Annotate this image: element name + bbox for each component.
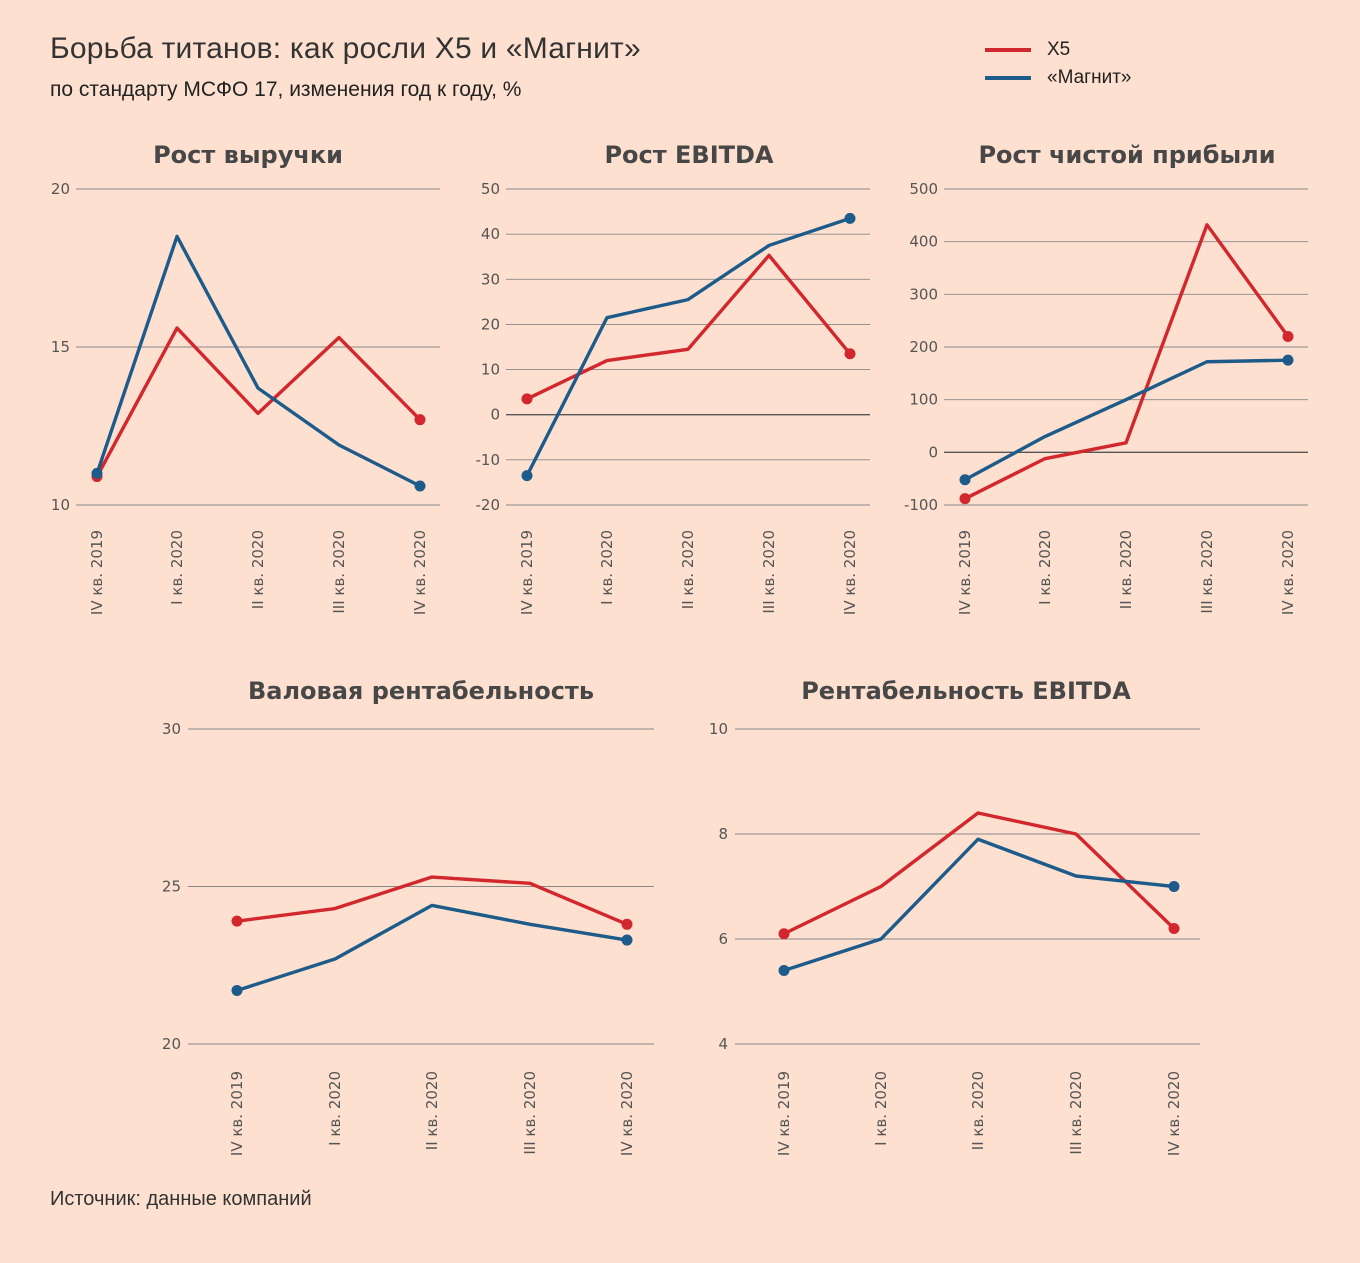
chart-2-series-magnit-point — [1282, 354, 1294, 366]
chart-1-series-x5-point — [521, 393, 533, 405]
chart-2-ytick-label: 400 — [909, 233, 938, 251]
chart-1-ytick-label: 0 — [490, 406, 500, 424]
chart-0-ytick-label: 15 — [51, 338, 70, 356]
chart-2-series-x5-point — [1282, 330, 1294, 342]
chart-2-xtick-label: IV кв. 2019 — [956, 530, 974, 615]
chart-3-xtick-label: III кв. 2020 — [521, 1071, 539, 1155]
chart-3-series-magnit-point — [621, 934, 633, 946]
chart-0-xtick-label: I кв. 2020 — [168, 530, 186, 605]
legend-label-x5: X5 — [1047, 39, 1071, 60]
chart-1-series-magnit-line — [525, 216, 851, 477]
chart-1-ytick-label: 20 — [481, 315, 500, 333]
chart-0-ytick-label: 10 — [51, 496, 70, 514]
chart-3-xtick-label: I кв. 2020 — [326, 1071, 344, 1146]
chart-2-ytick-label: 300 — [909, 285, 938, 303]
chart-4-series-magnit-point — [778, 965, 790, 976]
chart-0-ytick-label: 20 — [51, 180, 70, 198]
chart-0-xtick-label: IV кв. 2020 — [411, 530, 429, 615]
chart-0-title: Рост выручки — [153, 141, 343, 169]
chart-3-series-magnit-point — [231, 984, 243, 996]
chart-4-title: Рентабельность EBITDA — [801, 677, 1131, 705]
chart-3-xtick-label: II кв. 2020 — [423, 1071, 441, 1150]
chart-2-ytick-label: 500 — [909, 180, 938, 198]
chart-2-series-magnit-line — [964, 358, 1289, 482]
chart-3-series-x5-line — [236, 875, 628, 926]
legend-item-x5: X5 — [985, 36, 1131, 64]
chart-2-series-x5-point — [959, 493, 971, 505]
chart-4-xtick-label: IV кв. 2020 — [1165, 1071, 1183, 1156]
chart-2-ytick-label: -100 — [904, 496, 938, 514]
chart-0-series-magnit-line — [95, 234, 421, 488]
chart-4-series-x5-line — [783, 811, 1176, 936]
chart-4-ytick-label: 6 — [718, 930, 728, 948]
chart-2-series-magnit-point — [959, 474, 971, 486]
chart-1-series-x5-point — [844, 348, 856, 360]
chart-1-xtick-label: II кв. 2020 — [679, 530, 697, 609]
legend-label-magnit: «Магнит» — [1047, 67, 1132, 88]
chart-1-ytick-label: 10 — [481, 361, 500, 379]
chart-3-ytick-label: 20 — [162, 1035, 181, 1053]
chart-4-series-magnit-line — [783, 837, 1175, 973]
chart-3-series-magnit-line — [236, 903, 628, 993]
chart-3-xtick-label: IV кв. 2019 — [228, 1071, 246, 1156]
chart-3-title: Валовая рентабельность — [248, 677, 594, 705]
chart-3-series-x5-point — [231, 915, 243, 927]
chart-0-series-magnit-point — [414, 480, 426, 492]
chart-2-series-x5-line — [964, 223, 1290, 501]
chart-4-xtick-label: IV кв. 2019 — [775, 1071, 793, 1156]
chart-1-series-magnit-point — [844, 212, 856, 224]
chart-0-series-x5-point — [414, 414, 426, 426]
chart-2-xtick-label: I кв. 2020 — [1036, 530, 1054, 605]
chart-4-ytick-label: 8 — [718, 825, 728, 843]
chart-2-ytick-label: 200 — [909, 338, 938, 356]
chart-1-xtick-label: IV кв. 2019 — [518, 530, 536, 615]
chart-4-xtick-label: II кв. 2020 — [969, 1071, 987, 1150]
chart-4-series-magnit-point — [1168, 881, 1180, 892]
chart-1-ytick-label: 50 — [481, 180, 500, 198]
chart-1-xtick-label: IV кв. 2020 — [841, 530, 859, 615]
chart-0-series-magnit-point — [91, 467, 103, 479]
legend-swatch-x5 — [985, 48, 1031, 52]
chart-1-xtick-label: I кв. 2020 — [598, 530, 616, 605]
chart-4-ytick-label: 10 — [709, 720, 728, 738]
chart-4-xtick-label: III кв. 2020 — [1067, 1071, 1085, 1155]
legend-swatch-magnit — [985, 76, 1031, 80]
chart-2-title: Рост чистой прибыли — [978, 141, 1275, 169]
chart-1-ytick-label: -20 — [476, 496, 501, 514]
chart-1-ytick-label: 30 — [481, 270, 500, 288]
chart-4-xtick-label: I кв. 2020 — [872, 1071, 890, 1146]
chart-2-xtick-label: II кв. 2020 — [1117, 530, 1135, 609]
chart-1-ytick-label: -10 — [476, 451, 501, 469]
chart-4-ytick-label: 4 — [718, 1035, 728, 1053]
page-subtitle: по стандарту МСФО 17, изменения год к го… — [50, 78, 522, 101]
chart-1-series-magnit-point — [521, 470, 533, 482]
chart-3-ytick-label: 25 — [162, 878, 181, 896]
page-title: Борьба титанов: как росли X5 и «Магнит» — [50, 32, 641, 65]
chart-1-ytick-label: 40 — [481, 225, 500, 243]
chart-2-xtick-label: III кв. 2020 — [1198, 530, 1216, 614]
chart-3-series-x5-point — [621, 918, 633, 930]
chart-0-series-x5-line — [95, 326, 422, 478]
chart-1-title: Рост EBITDA — [604, 141, 773, 169]
chart-2-ytick-label: 100 — [909, 391, 938, 409]
chart-4-series-x5-point — [1168, 923, 1180, 934]
chart-2-ytick-label: 0 — [928, 443, 938, 461]
chart-0-xtick-label: II кв. 2020 — [249, 530, 267, 609]
legend-item-magnit: «Магнит» — [985, 64, 1131, 92]
chart-3-xtick-label: IV кв. 2020 — [618, 1071, 636, 1156]
chart-3-ytick-label: 30 — [162, 720, 181, 738]
chart-0-xtick-label: IV кв. 2019 — [88, 530, 106, 615]
legend: X5 «Магнит» — [985, 36, 1131, 92]
source-note: Источник: данные компаний — [50, 1188, 312, 1210]
chart-4-series-x5-point — [778, 928, 790, 940]
chart-0-xtick-label: III кв. 2020 — [330, 530, 348, 614]
chart-1-xtick-label: III кв. 2020 — [760, 530, 778, 614]
chart-2-xtick-label: IV кв. 2020 — [1279, 530, 1297, 615]
